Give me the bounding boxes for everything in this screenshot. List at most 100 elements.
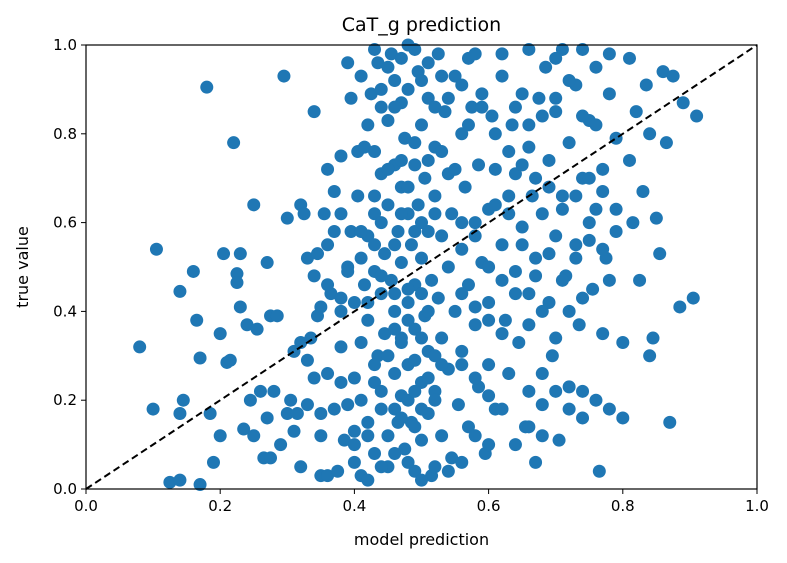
data-point	[327, 185, 341, 199]
data-point	[368, 446, 382, 460]
data-point	[388, 100, 402, 114]
data-point	[659, 136, 673, 150]
data-point	[505, 118, 519, 132]
data-point	[300, 251, 314, 265]
data-point	[582, 216, 596, 230]
data-point	[307, 269, 321, 283]
data-point	[233, 247, 247, 261]
data-point	[646, 331, 660, 345]
data-point	[455, 127, 469, 141]
data-point	[589, 118, 603, 132]
plot-area	[85, 38, 758, 492]
data-point	[357, 278, 371, 292]
data-point	[421, 91, 435, 105]
data-point	[408, 384, 422, 398]
data-point	[233, 300, 247, 314]
data-point	[629, 105, 643, 119]
data-point	[495, 273, 509, 287]
data-point	[448, 69, 462, 83]
data-point	[448, 304, 462, 318]
data-point	[294, 460, 308, 474]
data-point	[334, 291, 348, 305]
data-point	[193, 478, 207, 492]
data-point	[388, 238, 402, 252]
data-point	[529, 251, 543, 265]
data-point	[441, 464, 455, 478]
data-point	[368, 42, 382, 56]
data-point	[542, 296, 556, 310]
x-tick-label: 0.0	[74, 497, 98, 515]
data-point	[425, 273, 439, 287]
data-point	[270, 309, 284, 323]
data-point	[357, 140, 371, 154]
data-point	[482, 313, 496, 327]
data-point	[247, 198, 261, 212]
data-point	[502, 189, 516, 203]
data-point	[398, 131, 412, 145]
data-point	[368, 375, 382, 389]
data-point	[408, 158, 422, 172]
data-point	[562, 380, 576, 394]
data-point	[522, 42, 536, 56]
data-point	[260, 411, 274, 425]
data-point	[267, 384, 281, 398]
data-point	[230, 276, 244, 290]
data-point	[643, 127, 657, 141]
data-point	[488, 127, 502, 141]
data-point	[408, 42, 422, 56]
data-point	[274, 438, 288, 452]
data-point	[354, 251, 368, 265]
data-point	[455, 455, 469, 469]
data-point	[461, 420, 475, 434]
data-point	[146, 402, 160, 416]
data-point	[522, 140, 536, 154]
data-point	[676, 96, 690, 110]
data-point	[602, 87, 616, 101]
data-point	[448, 162, 462, 176]
data-point	[401, 82, 415, 96]
data-point	[482, 358, 496, 372]
data-point	[361, 415, 375, 429]
data-point	[237, 422, 251, 436]
x-tick-label: 0.2	[208, 497, 232, 515]
data-point	[408, 136, 422, 150]
data-point	[371, 56, 385, 70]
data-point	[203, 407, 217, 421]
data-point	[502, 207, 516, 221]
data-point	[300, 398, 314, 412]
data-point	[596, 185, 610, 199]
data-point	[415, 216, 428, 230]
data-point	[300, 353, 314, 367]
data-point	[334, 149, 348, 163]
data-point	[401, 313, 415, 327]
data-point	[173, 407, 187, 421]
data-point	[394, 411, 408, 425]
data-point	[468, 300, 482, 314]
data-point	[609, 224, 623, 238]
data-point	[485, 109, 499, 123]
data-point	[649, 211, 663, 225]
data-point	[388, 287, 402, 301]
data-point	[290, 407, 304, 421]
data-point	[351, 189, 365, 203]
data-point	[502, 367, 516, 381]
data-point	[663, 415, 677, 429]
data-point	[482, 438, 496, 452]
data-point	[314, 429, 328, 443]
data-point	[451, 398, 465, 412]
data-point	[415, 433, 428, 447]
data-point	[421, 153, 435, 167]
data-point	[321, 469, 335, 483]
data-point	[381, 162, 395, 176]
data-point	[321, 278, 335, 292]
data-point	[589, 202, 603, 216]
data-point	[253, 384, 267, 398]
data-point	[602, 402, 616, 416]
x-tick-label: 0.4	[342, 497, 366, 515]
data-point	[388, 367, 402, 381]
data-point	[344, 224, 358, 238]
data-point	[374, 216, 388, 230]
data-point	[431, 291, 445, 305]
data-point	[374, 269, 388, 283]
